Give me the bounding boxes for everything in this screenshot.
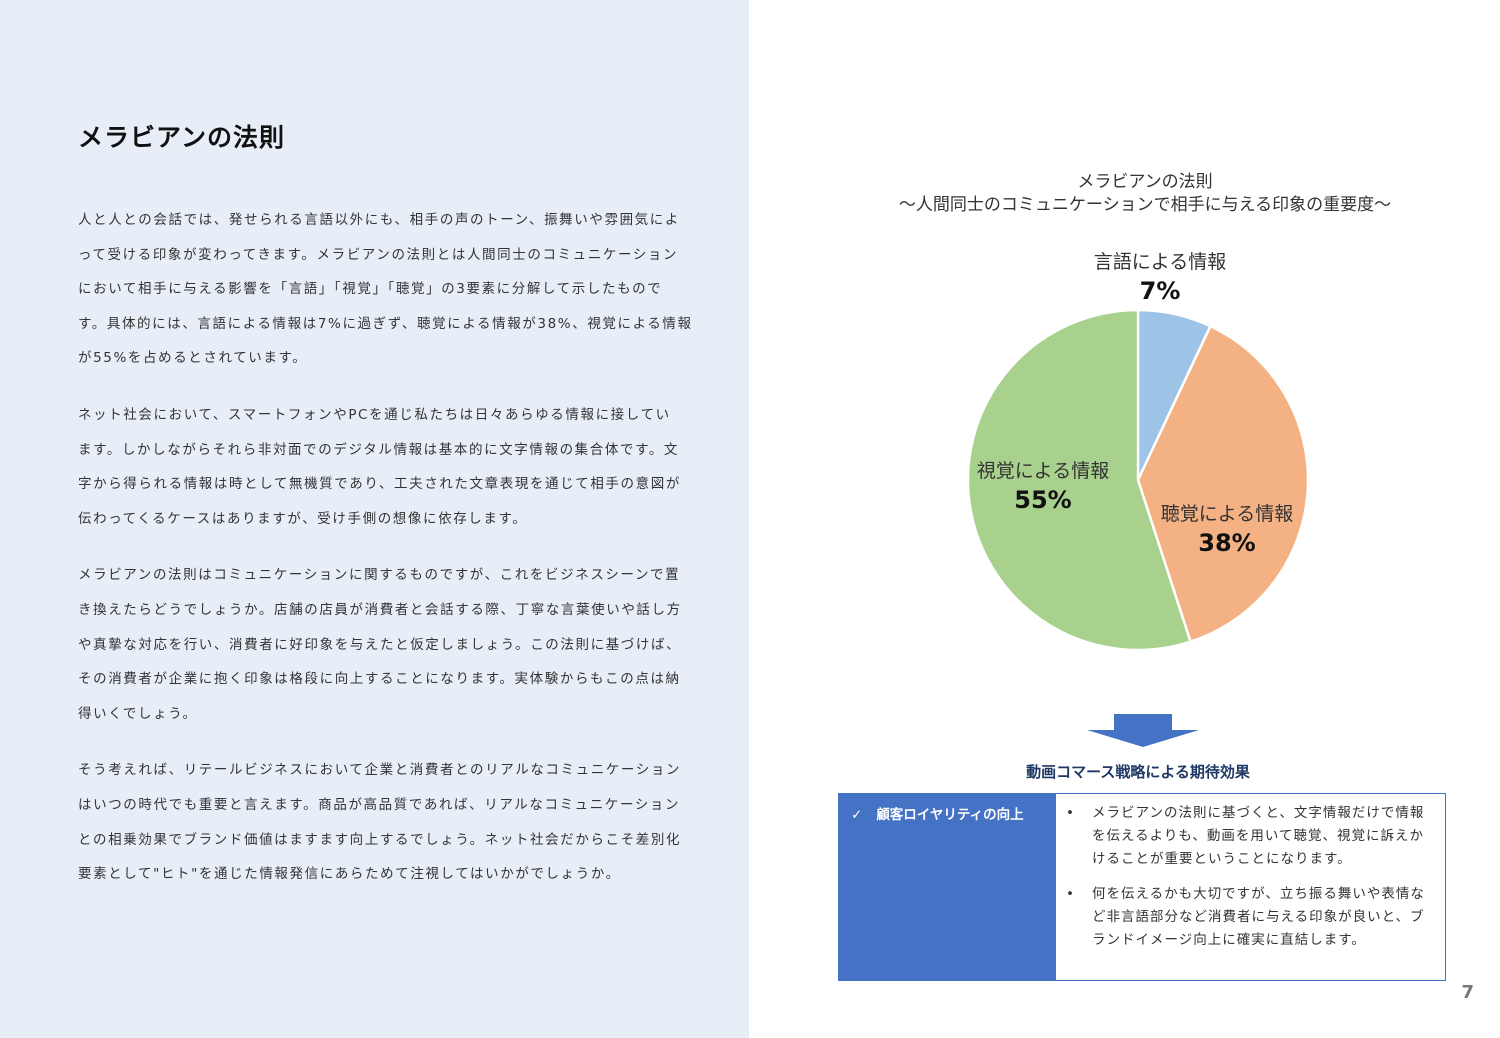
effects-title: 動画コマース戦略による期待効果 — [1026, 763, 1250, 781]
slice-value: 55% — [1014, 486, 1072, 514]
effects-details-cell: • メラビアンの法則に基づくと、文字情報だけで情報を伝えるよりも、動画を用いて聴… — [1056, 794, 1445, 980]
paragraph-line: す。具体的には、言語による情報は7%に過ぎず、聴覚による情報が38%、視覚による… — [78, 315, 693, 332]
paragraph: メラビアンの法則はコミュニケーションに関するものですが、これをビジネスシーンで置… — [78, 563, 718, 736]
paragraph-line: において相手に与える影響を「言語」「視覚」「聴覚」の3要素に分解して示したもので — [78, 281, 663, 298]
effects-heading: 顧客ロイヤリティの向上 — [876, 807, 1024, 823]
down-arrow-icon — [1087, 714, 1199, 747]
left-panel: メラビアンの法則 人と人との会話では、発せられる言語以外にも、相手の声のトーン、… — [0, 0, 749, 1038]
pie-chart — [966, 308, 1310, 652]
bullet-icon: • — [1066, 886, 1075, 902]
pie-label-verbal: 言語による情報 7% — [1070, 248, 1250, 306]
paragraph-line: はいつの時代でも重要と言えます。商品が高品質であれば、リアルなコミュニケーション — [78, 796, 681, 813]
paragraph: 人と人との会話では、発せられる言語以外にも、相手の声のトーン、振舞いや雰囲気によ… — [78, 208, 718, 381]
bullet-text: メラビアンの法則に基づくと、文字情報だけで情報を伝えるよりも、動画を用いて聴覚、… — [1092, 805, 1425, 867]
paragraph-line: ネット社会において、スマートフォンやPCを通じ私たちは日々あらゆる情報に接してい — [78, 406, 671, 423]
effects-table: ✓ 顧客ロイヤリティの向上 • メラビアンの法則に基づくと、文字情報だけで情報を… — [838, 793, 1446, 981]
bullet-item: • メラビアンの法則に基づくと、文字情報だけで情報を伝えるよりも、動画を用いて聴… — [1066, 802, 1435, 871]
paragraph-line: メラビアンの法則はコミュニケーションに関するものですが、これをビジネスシーンで置 — [78, 567, 681, 584]
effects-heading-cell: ✓ 顧客ロイヤリティの向上 — [839, 794, 1056, 980]
pie-label-visual: 視覚による情報 55% — [958, 457, 1128, 515]
paragraph-line: や真摯な対応を行い、消費者に好印象を与えたと仮定しましょう。この法則に基づけば、 — [78, 636, 682, 653]
paragraph-line: 要素として"ヒト"を通じた情報発信にあらためて注視してはいかがでしょうか。 — [78, 866, 621, 883]
paragraph-line: 得いくでしょう。 — [78, 705, 198, 722]
slice-label: 視覚による情報 — [976, 460, 1110, 482]
paragraph: そう考えれば、リテールビジネスにおいて企業と消費者とのリアルなコミュニケーション… — [78, 758, 718, 896]
paragraph-line: との相乗効果でブランド価値はますます向上するでしょう。ネット社会だからこそ差別化 — [78, 831, 682, 848]
page-title: メラビアンの法則 — [78, 123, 286, 152]
check-icon: ✓ — [851, 807, 863, 823]
slice-value: 7% — [1139, 277, 1181, 305]
paragraph-line: その消費者が企業に抱く印象は格段に向上することになります。実体験からもこの点は納 — [78, 671, 681, 688]
paragraph-line: ます。しかしながらそれら非対面でのデジタル情報は基本的に文字情報の集合体です。文 — [78, 441, 680, 458]
pie-slice — [966, 308, 1193, 652]
paragraph-line: 字から得られる情報は時として無機質であり、工夫された文章表現を通じて相手の意図が — [78, 476, 681, 493]
paragraph-line: 伝わってくるケースはありますが、受け手側の想像に依存します。 — [78, 510, 528, 527]
bullet-item: • 何を伝えるかも大切ですが、立ち振る舞いや表情など非言語部分など消費者に与える… — [1066, 883, 1435, 952]
paragraph-line: が55%を占めるとされています。 — [78, 350, 308, 367]
paragraph-line: って受ける印象が変わってきます。メラビアンの法則とは人間同士のコミュニケーション — [78, 246, 679, 263]
bullet-icon: • — [1066, 805, 1075, 821]
paragraph-line: き換えたらどうでしょうか。店舗の店員が消費者と会話する際、丁寧な言葉使いや話し方 — [78, 601, 682, 618]
paragraph: ネット社会において、スマートフォンやPCを通じ私たちは日々あらゆる情報に接してい… — [78, 403, 718, 541]
chart-title: メラビアンの法則 — [1077, 172, 1213, 192]
paragraph-line: 人と人との会話では、発せられる言語以外にも、相手の声のトーン、振舞いや雰囲気によ — [78, 212, 680, 228]
pie-slice — [1136, 324, 1310, 644]
body-text: 人と人との会話では、発せられる言語以外にも、相手の声のトーン、振舞いや雰囲気によ… — [78, 208, 718, 919]
page-number: 7 — [1461, 982, 1474, 1003]
chart-subtitle: 〜人間同士のコミュニケーションで相手に与える印象の重要度〜 — [898, 195, 1392, 215]
slice-label: 聴覚による情報 — [1160, 503, 1294, 525]
pie-label-auditory: 聴覚による情報 38% — [1142, 500, 1312, 558]
paragraph-line: そう考えれば、リテールビジネスにおいて企業と消費者とのリアルなコミュニケーション — [78, 762, 682, 779]
slice-value: 38% — [1198, 529, 1256, 557]
bullet-text: 何を伝えるかも大切ですが、立ち振る舞いや表情など非言語部分など消費者に与える印象… — [1092, 886, 1425, 948]
slice-label: 言語による情報 — [1093, 251, 1227, 273]
